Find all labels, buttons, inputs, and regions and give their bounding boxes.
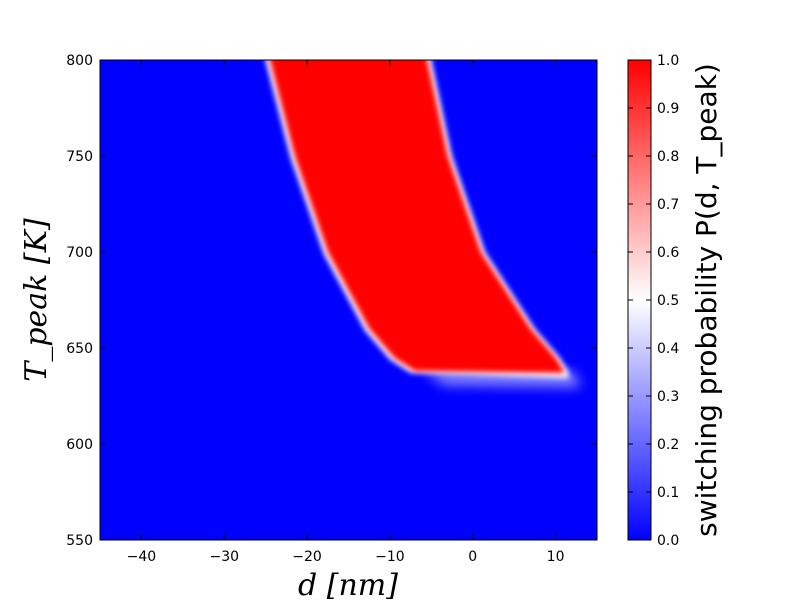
x-tick-label: −40 <box>127 549 157 565</box>
high-probability-region <box>269 60 564 373</box>
y-tick-label: 800 <box>66 53 93 69</box>
colorbar-tick-label: 0.9 <box>657 101 679 117</box>
x-axis: −40 −30 −20 −10 0 10 <box>127 60 565 565</box>
x-tick-label: −30 <box>209 549 239 565</box>
colorbar-tick-label: 0.0 <box>657 533 679 549</box>
colorbar-tick-label: 0.6 <box>657 245 679 261</box>
colorbar-tick-label: 0.4 <box>657 341 679 357</box>
colorbar-tick-label: 0.3 <box>657 389 679 405</box>
x-tick-label: −10 <box>375 549 405 565</box>
x-axis-label: d [nm] <box>298 568 398 600</box>
probability-bottom-fade <box>422 370 582 387</box>
x-tick-label: 0 <box>468 549 477 565</box>
colorbar-tick-label: 0.2 <box>657 437 679 453</box>
y-axis: 550 600 650 700 750 800 <box>66 53 597 549</box>
plot-area <box>99 59 598 541</box>
colorbar-tick-label: 0.1 <box>657 485 679 501</box>
plot-frame <box>99 59 598 541</box>
colorbar-tick-label: 1.0 <box>657 53 679 69</box>
y-tick-label: 600 <box>66 437 93 453</box>
y-tick-label: 700 <box>66 245 93 261</box>
x-tick-label: −20 <box>292 549 322 565</box>
colorbar-ticks: 0.0 0.1 0.2 0.3 0.4 0.5 0.6 0.7 0.8 0.9 1.0 <box>628 53 679 549</box>
y-axis-label: T_peak [K] <box>19 218 54 382</box>
colorbar: 0.0 0.1 0.2 0.3 0.4 0.5 0.6 0.7 0.8 0.9 1.0 switch… <box>627 53 723 549</box>
colorbar-tick-label: 0.5 <box>657 293 679 309</box>
colorbar-tick-label: 0.7 <box>657 197 679 213</box>
colorbar-label: switching probability P(d, T_peak) <box>690 63 723 537</box>
y-tick-label: 750 <box>66 149 93 165</box>
x-tick-label: 10 <box>547 549 565 565</box>
y-tick-label: 650 <box>66 341 93 357</box>
colorbar-tick-label: 0.8 <box>657 149 679 165</box>
y-tick-label: 550 <box>66 533 93 549</box>
